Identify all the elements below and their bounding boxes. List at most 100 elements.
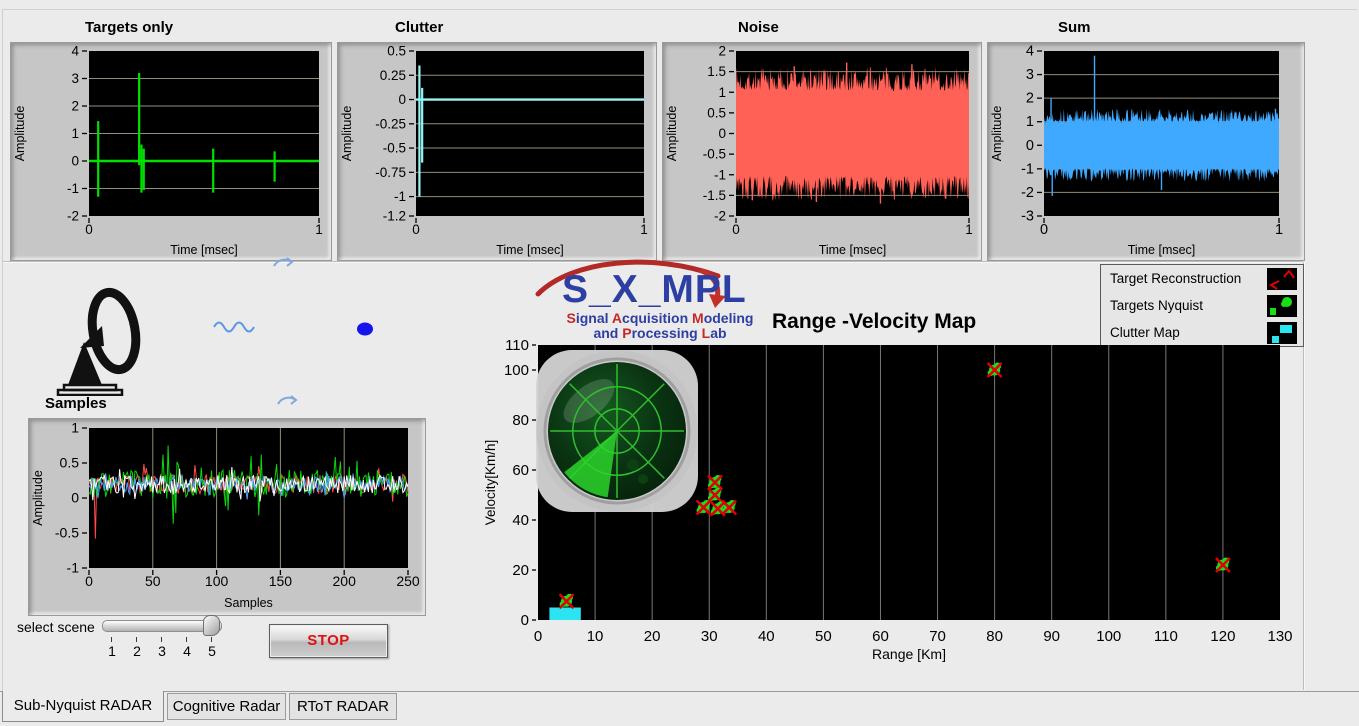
- targets-only-title: Targets only: [85, 19, 174, 36]
- svg-text:60: 60: [872, 628, 889, 645]
- svg-text:2: 2: [71, 99, 79, 114]
- noise-title: Noise: [738, 19, 779, 36]
- svg-text:80: 80: [512, 412, 529, 429]
- svg-text:-2: -2: [67, 209, 79, 224]
- svg-text:-1: -1: [67, 181, 79, 196]
- targets-only-graph: 4 3 2 1 0 -1 -2 0 1 Time [msec] Amplitude: [10, 42, 332, 261]
- svg-text:60: 60: [512, 462, 529, 479]
- content-frame: [2, 9, 1357, 692]
- svg-text:-1.5: -1.5: [703, 188, 726, 203]
- radar-dish-icon: [56, 287, 141, 396]
- scene-tick: [211, 637, 212, 642]
- svg-text:20: 20: [644, 628, 661, 645]
- svg-text:1: 1: [718, 85, 726, 100]
- logo-acronym: S_X_MPL: [562, 268, 747, 311]
- svg-text:80: 80: [986, 628, 1003, 645]
- svg-text:0: 0: [1040, 222, 1048, 238]
- target-dot-icon: [357, 322, 373, 336]
- curved-arrow-icon: [277, 395, 298, 405]
- legend-label: Clutter Map: [1110, 325, 1180, 340]
- svg-text:40: 40: [758, 628, 775, 645]
- svg-text:50: 50: [815, 628, 832, 645]
- svg-text:0: 0: [398, 92, 406, 107]
- select-scene-label: select scene: [17, 619, 95, 635]
- svg-text:Amplitude: Amplitude: [665, 106, 679, 162]
- svg-text:-1: -1: [714, 167, 726, 182]
- curved-arrow-icon: [273, 257, 294, 267]
- legend-item-clutter-map[interactable]: Clutter Map: [1101, 319, 1303, 346]
- svg-text:100: 100: [205, 573, 229, 589]
- svg-text:1: 1: [965, 222, 973, 237]
- sxmpl-logo: S_X_MPL Signal Acquisition Modeling and …: [532, 256, 788, 342]
- svg-text:1: 1: [640, 222, 648, 237]
- clutter-graph: 0.5 0.25 0 -0.25 -0.5 -0.75 -1 -1.2 0 1 Time [msec…: [337, 42, 657, 261]
- svg-text:-1: -1: [1021, 161, 1034, 177]
- svg-text:2: 2: [1026, 91, 1034, 107]
- svg-text:0.5: 0.5: [60, 455, 80, 471]
- svg-text:0: 0: [412, 222, 420, 237]
- tab-cognitive-radar[interactable]: Cognitive Radar: [167, 693, 286, 720]
- svg-text:Velocity[Km/h]: Velocity[Km/h]: [483, 440, 498, 526]
- scene-tick-label: 2: [133, 643, 141, 659]
- stop-button[interactable]: STOP: [269, 624, 388, 658]
- logo-subtitle-1: Signal Acquisition Modeling: [566, 310, 754, 326]
- svg-text:Time [msec]: Time [msec]: [170, 243, 238, 257]
- svg-text:-1: -1: [67, 560, 80, 576]
- tab-strip-line: [0, 691, 1359, 692]
- svg-text:0.5: 0.5: [387, 44, 406, 59]
- svg-text:0: 0: [718, 126, 726, 141]
- scene-tick: [136, 637, 137, 642]
- legend-item-targets-nyquist[interactable]: Targets Nyquist: [1101, 292, 1303, 319]
- svg-text:-0.75: -0.75: [375, 165, 406, 180]
- svg-text:Amplitude: Amplitude: [13, 106, 27, 162]
- svg-text:90: 90: [1043, 628, 1060, 645]
- scene-tick-label: 1: [108, 643, 116, 659]
- svg-text:Time [msec]: Time [msec]: [496, 243, 564, 257]
- svg-text:250: 250: [396, 573, 420, 589]
- svg-text:0.5: 0.5: [707, 105, 726, 120]
- svg-text:0: 0: [85, 573, 93, 589]
- svg-text:4: 4: [1026, 44, 1034, 60]
- vertical-divider: [1303, 262, 1305, 690]
- tab-rtot-radar[interactable]: RToT RADAR: [289, 693, 397, 720]
- svg-text:10: 10: [587, 628, 604, 645]
- tab-sub-nyquist-radar[interactable]: Sub-Nyquist RADAR: [2, 691, 164, 722]
- svg-text:110: 110: [505, 337, 529, 354]
- legend-label: Target Reconstruction: [1110, 271, 1242, 286]
- svg-text:-0.5: -0.5: [383, 141, 406, 156]
- svg-text:Samples: Samples: [224, 596, 273, 610]
- svg-text:Amplitude: Amplitude: [990, 106, 1004, 162]
- svg-text:0: 0: [521, 612, 529, 629]
- scene-slider-track[interactable]: [102, 620, 222, 632]
- svg-text:-0.5: -0.5: [55, 525, 79, 541]
- svg-text:130: 130: [1267, 628, 1292, 645]
- svg-text:Amplitude: Amplitude: [340, 106, 354, 162]
- svg-text:40: 40: [512, 512, 529, 529]
- clutter-title: Clutter: [395, 19, 444, 36]
- svg-text:30: 30: [701, 628, 718, 645]
- svg-text:120: 120: [1210, 628, 1235, 645]
- svg-text:Time [msec]: Time [msec]: [819, 243, 887, 257]
- svg-text:1: 1: [71, 420, 79, 436]
- scene-tick: [186, 637, 187, 642]
- map-legend: Target Reconstruction Targets Nyquist Cl…: [1100, 264, 1304, 347]
- sum-title: Sum: [1058, 19, 1091, 36]
- svg-text:1: 1: [315, 222, 323, 237]
- svg-text:-3: -3: [1021, 209, 1034, 225]
- range-velocity-map-title: Range -Velocity Map: [772, 310, 977, 333]
- svg-text:Time [msec]: Time [msec]: [1128, 243, 1196, 257]
- svg-text:-2: -2: [1021, 185, 1034, 201]
- svg-text:0: 0: [71, 490, 79, 506]
- legend-item-target-reconstruction[interactable]: Target Reconstruction: [1101, 265, 1303, 292]
- svg-text:3: 3: [1026, 67, 1034, 83]
- logo-arc-icon: [535, 259, 726, 308]
- svg-text:-1.2: -1.2: [383, 209, 406, 224]
- clutter-map-legend-icon: [1267, 321, 1297, 344]
- svg-text:3: 3: [71, 71, 79, 86]
- svg-text:-0.5: -0.5: [703, 147, 726, 162]
- svg-text:20: 20: [512, 562, 529, 579]
- samples-graph: 1 0.5 0 -0.5 -1 0 50 100 150 200 250 Samples Amplitu…: [28, 418, 426, 616]
- svg-text:110: 110: [1154, 628, 1178, 645]
- scene-slider-thumb[interactable]: [203, 615, 220, 636]
